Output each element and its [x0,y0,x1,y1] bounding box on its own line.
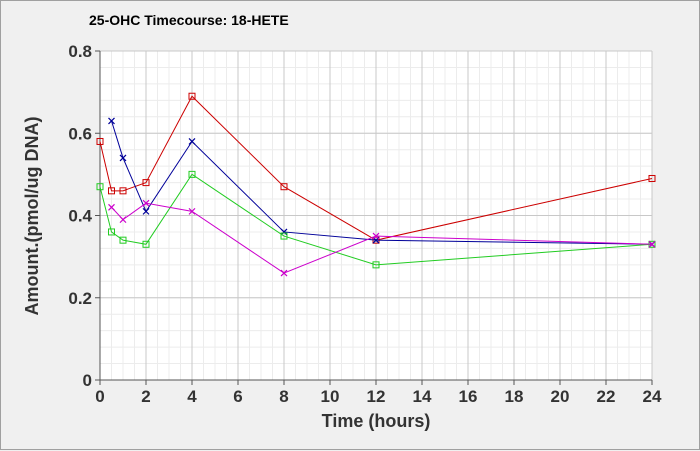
data-point [648,174,656,182]
data-point [108,117,115,125]
x-tick-label: 16 [459,387,478,406]
y-tick-labels: 0 0.2 0.4 0.6 0.8 [68,42,92,390]
data-point [188,92,196,100]
data-point [96,183,104,191]
data-point [188,170,196,178]
data-point [108,187,115,195]
series-line [99,173,653,266]
series-4 [108,199,656,277]
marker-stroke [648,240,656,248]
y-tick-label: 0.8 [68,42,92,61]
y-tick-label: 0.2 [68,289,92,308]
x-tick-label: 2 [141,387,150,406]
x-tick-label: 12 [367,387,386,406]
axes [95,50,653,385]
major-grid [99,50,653,381]
data-point [188,138,196,145]
marker-stroke [142,207,150,215]
data-point [142,207,150,215]
data-point [280,183,288,191]
y-tick-label: 0.4 [68,207,92,226]
x-axis-label: Time (hours) [322,411,431,431]
data-point [142,179,150,187]
data-point [188,207,196,215]
x-tick-label: 14 [413,387,432,406]
x-tick-label: 10 [321,387,340,406]
series-layer [96,92,656,277]
data-point [142,199,150,207]
data-point [372,261,380,269]
data-point [108,228,115,236]
x-tick-labels: 0 2 4 6 8 10 12 14 16 18 20 22 24 [95,387,662,406]
x-tick-label: 0 [95,387,104,406]
marker-stroke [119,154,127,162]
marker-stroke [280,269,288,277]
x-tick-label: 6 [233,387,242,406]
series-1 [96,92,656,244]
x-tick-label: 24 [643,387,662,406]
marker-stroke [188,138,196,145]
y-tick-label: 0 [83,371,92,390]
marker-stroke [142,199,150,207]
data-point [280,232,288,240]
series-3 [96,170,656,269]
data-point [119,154,127,162]
x-tick-label: 18 [505,387,524,406]
data-point [648,240,656,248]
marker-stroke [108,117,115,125]
marker-stroke [108,203,115,211]
x-tick-label: 8 [279,387,288,406]
data-point [119,236,127,244]
y-axis-label: Amount.(pmol/ug DNA) [22,117,42,316]
data-point [119,187,127,195]
data-point [142,240,150,248]
data-point [108,203,115,211]
x-tick-label: 4 [187,387,197,406]
marker-stroke [280,228,288,236]
marker-stroke [188,207,196,215]
x-tick-label: 20 [551,387,570,406]
data-point [119,216,127,224]
data-point [280,269,288,277]
series-line [99,95,653,241]
marker-stroke [119,216,127,224]
data-point [372,232,380,240]
y-tick-label: 0.6 [68,124,92,143]
chart-title: 25-OHC Timecourse: 18-HETE [89,12,289,28]
marker-stroke [372,232,380,240]
x-tick-label: 22 [597,387,616,406]
data-point [280,228,288,236]
data-point [96,137,104,145]
